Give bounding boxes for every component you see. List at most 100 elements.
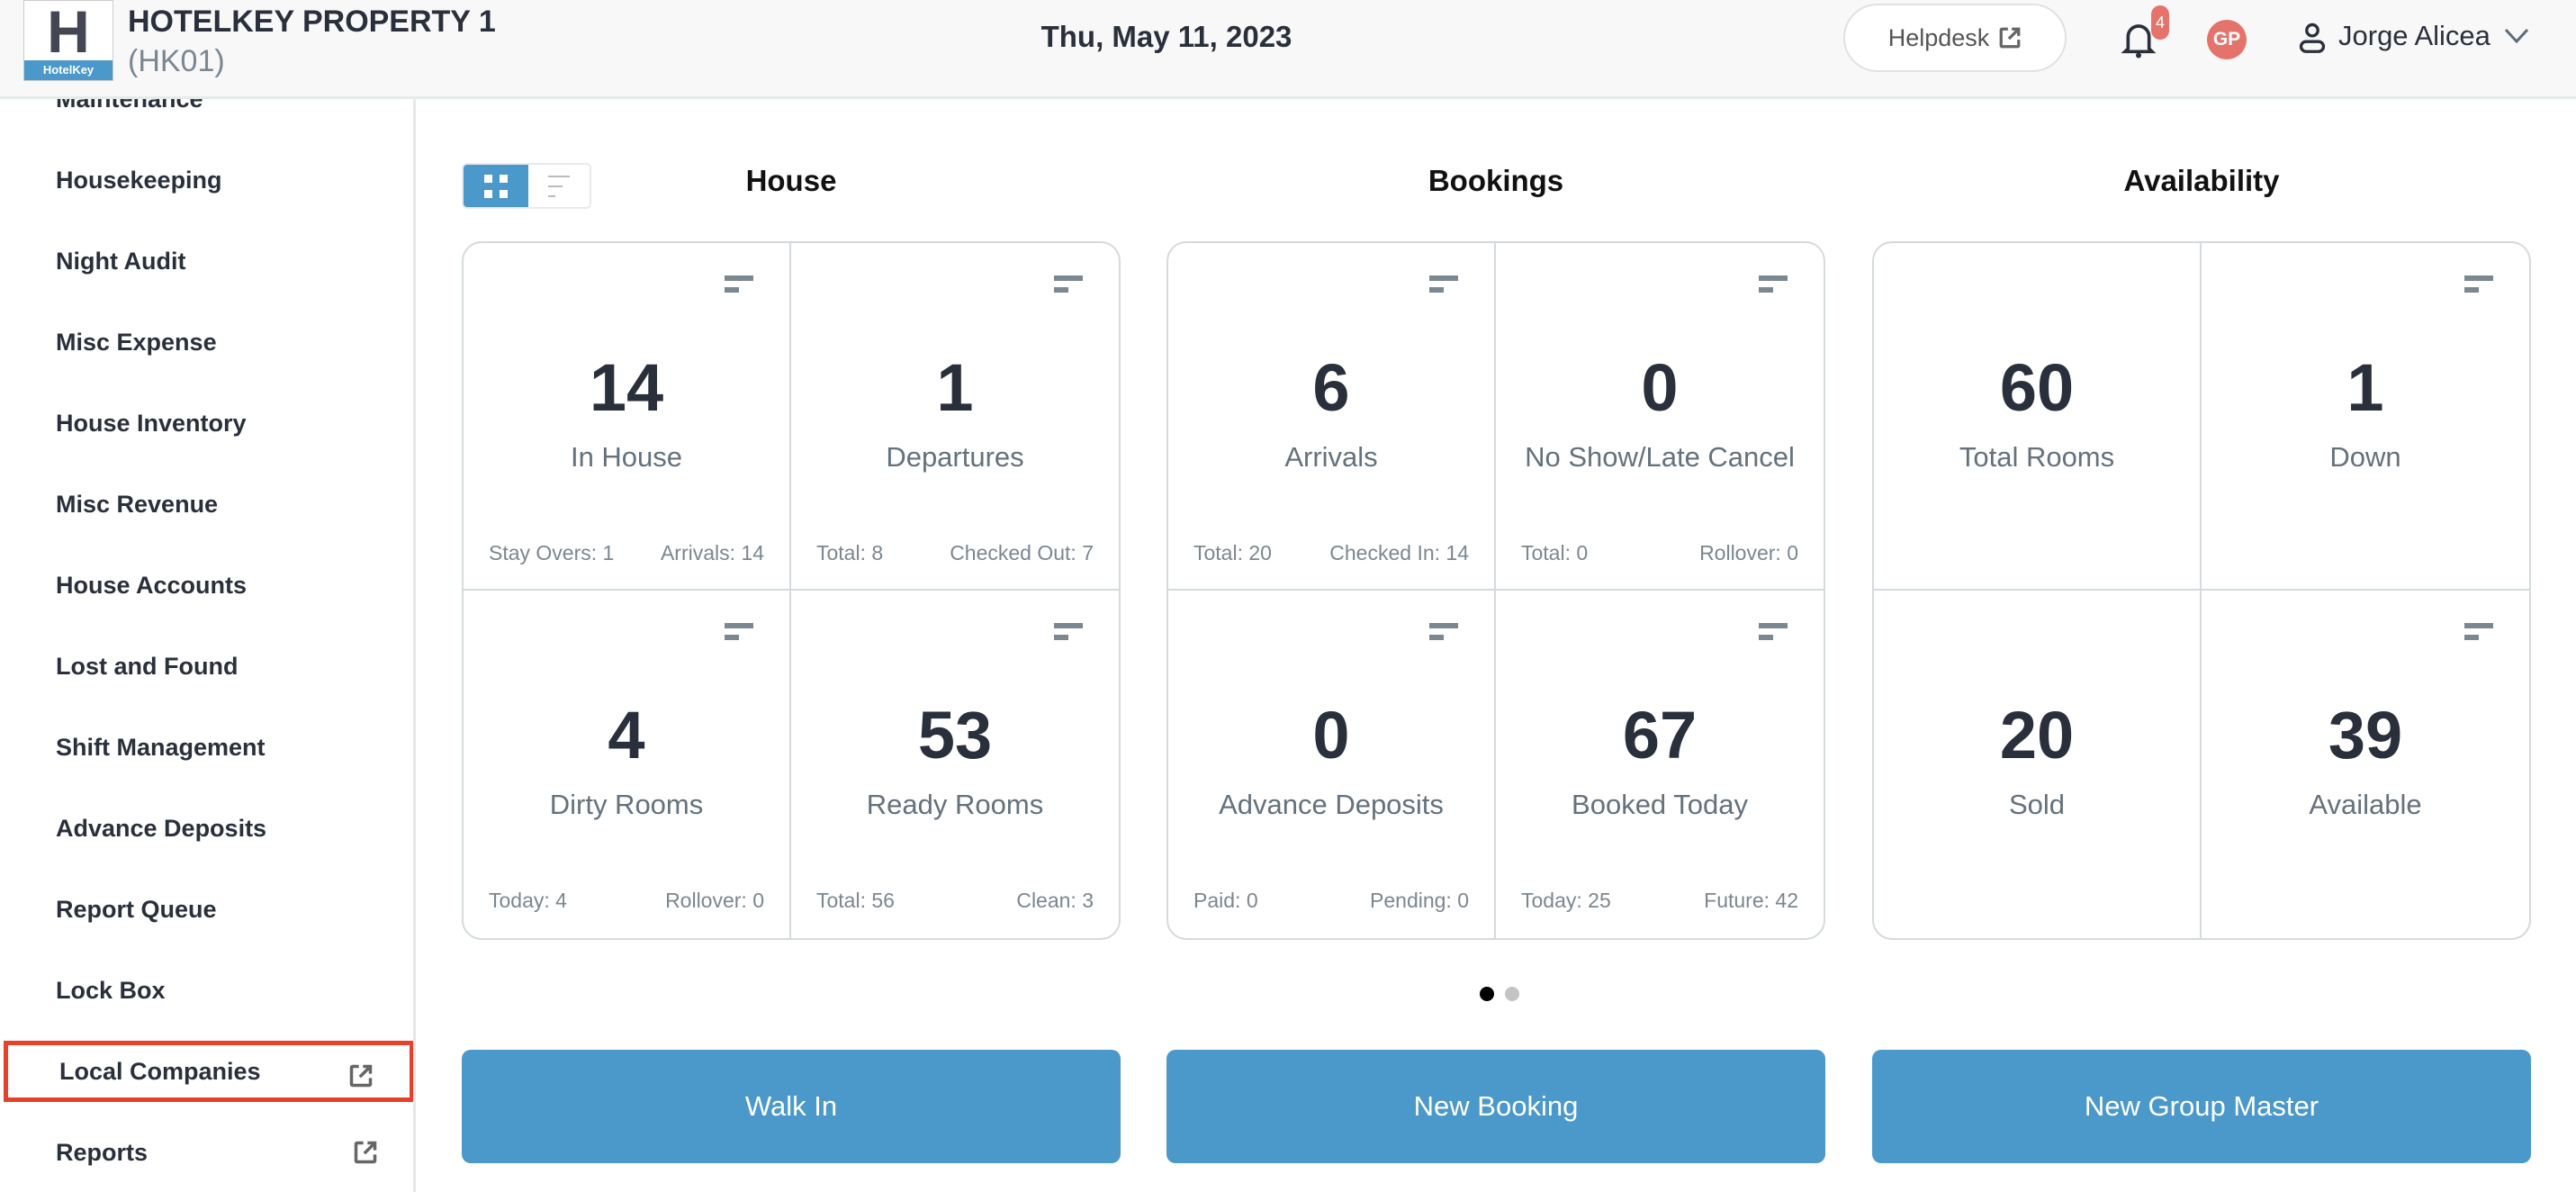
sidebar-item-label: Night Audit <box>56 247 186 275</box>
list-icon <box>548 175 570 197</box>
stat-detail-left: Paid: 0 <box>1193 889 1258 912</box>
sidebar-item-label: Misc Revenue <box>56 490 219 518</box>
sidebar-item-label: Shift Management <box>56 733 266 761</box>
stat-label: In House <box>570 441 683 473</box>
sidebar-item-label: Advance Deposits <box>56 814 267 842</box>
sort-menu-icon[interactable] <box>1429 623 1458 641</box>
stat-label: Departures <box>886 441 1024 473</box>
pager-dot-2[interactable] <box>1505 987 1519 1001</box>
avatar[interactable]: GP <box>2207 20 2247 59</box>
grid-view-button[interactable] <box>464 165 528 207</box>
sort-menu-icon[interactable] <box>2464 623 2493 641</box>
top-header: H HotelKey HOTELKEY PROPERTY 1 (HK01) Th… <box>0 0 2576 99</box>
business-date: Thu, May 11, 2023 <box>1040 20 1293 53</box>
stat-value: 6 <box>1312 350 1350 425</box>
availability-card: 60 Total Rooms 1 Down 20 Sold 39 Available <box>1872 241 2531 940</box>
stat-value: 4 <box>608 698 645 772</box>
sidebar-item-shift-management[interactable]: Shift Management <box>0 717 413 778</box>
walk-in-button[interactable]: Walk In <box>462 1050 1121 1163</box>
sort-menu-icon[interactable] <box>725 623 753 641</box>
sidebar-item-misc-revenue[interactable]: Misc Revenue <box>0 474 413 535</box>
user-icon <box>2299 23 2326 53</box>
sidebar-item-lost-and-found[interactable]: Lost and Found <box>0 636 413 697</box>
stat-tile-ready-rooms[interactable]: 53 Ready Rooms Total: 56 Clean: 3 <box>791 591 1119 938</box>
stat-detail-left: Total: 8 <box>816 541 884 564</box>
stat-tile-down[interactable]: 1 Down <box>2202 243 2529 591</box>
stat-detail-left: Stay Overs: 1 <box>489 541 615 564</box>
stat-detail-right: Checked Out: 7 <box>950 541 1094 564</box>
stat-label: Total Rooms <box>1959 441 2115 473</box>
bell-icon[interactable] <box>2121 20 2157 59</box>
sort-menu-icon[interactable] <box>1759 275 1788 293</box>
sidebar-item-report-queue[interactable]: Report Queue <box>0 879 413 940</box>
stat-label: Advance Deposits <box>1219 789 1444 820</box>
stat-label: Sold <box>2008 789 2066 820</box>
stat-tile-total-rooms[interactable]: 60 Total Rooms <box>1874 243 2202 591</box>
stat-label: No Show/Late Cancel <box>1525 441 1795 473</box>
stat-detail-right: Clean: 3 <box>1016 889 1094 912</box>
sidebar: Maintenance Housekeeping Night Audit Misc E… <box>0 99 416 1192</box>
stat-tile-advance-deposits[interactable]: 0 Advance Deposits Paid: 0 Pending: 0 <box>1168 591 1496 938</box>
stat-label: Available <box>2309 789 2422 820</box>
stat-tile-no-show-late-cancel[interactable]: 0 No Show/Late Cancel Total: 0 Rollover: 0 <box>1496 243 1824 591</box>
sort-menu-icon[interactable] <box>1429 275 1458 293</box>
stat-tile-sold[interactable]: 20 Sold <box>1874 591 2202 938</box>
list-view-button[interactable] <box>528 165 590 207</box>
logo-text: HotelKey <box>24 60 113 80</box>
stat-tile-booked-today[interactable]: 67 Booked Today Today: 25 Future: 42 <box>1496 591 1824 938</box>
stat-detail-left: Today: 4 <box>489 889 567 912</box>
new-booking-button[interactable]: New Booking <box>1166 1050 1825 1163</box>
view-toggle <box>462 163 591 209</box>
sidebar-item-local-companies[interactable]: Local Companies <box>4 1041 413 1102</box>
stat-value: 67 <box>1622 698 1698 772</box>
section-title: Availability <box>2123 164 2280 197</box>
chevron-down-icon[interactable] <box>2504 27 2529 45</box>
sidebar-item-reports[interactable]: Reports <box>0 1122 413 1183</box>
sidebar-item-house-inventory[interactable]: House Inventory <box>0 393 413 454</box>
logo-mark: H <box>47 1 90 62</box>
new-group-master-button[interactable]: New Group Master <box>1872 1050 2531 1163</box>
sort-menu-icon[interactable] <box>1054 275 1083 293</box>
sort-menu-icon[interactable] <box>1054 623 1083 641</box>
stat-value: 0 <box>1312 698 1350 772</box>
sidebar-item-night-audit[interactable]: Night Audit <box>0 230 413 292</box>
stat-tile-dirty-rooms[interactable]: 4 Dirty Rooms Today: 4 Rollover: 0 <box>464 591 791 938</box>
sidebar-item-maintenance[interactable]: Maintenance <box>0 99 413 130</box>
stat-label: Down <box>2329 441 2401 473</box>
sidebar-item-label: Reports <box>56 1138 149 1166</box>
sort-menu-icon[interactable] <box>2464 275 2493 293</box>
grid-icon <box>484 174 508 198</box>
sidebar-item-house-accounts[interactable]: House Accounts <box>0 555 413 616</box>
sidebar-item-advance-deposits[interactable]: Advance Deposits <box>0 798 413 859</box>
stat-detail-right: Rollover: 0 <box>665 889 764 912</box>
user-name[interactable]: Jorge Alicea <box>2338 20 2490 51</box>
sort-menu-icon[interactable] <box>1759 623 1788 641</box>
stat-detail-left: Today: 25 <box>1521 889 1611 912</box>
property-name: HOTELKEY PROPERTY 1 <box>128 5 496 39</box>
stat-label: Dirty Rooms <box>549 789 704 820</box>
bookings-card: 6 Arrivals Total: 20 Checked In: 14 0 No Show… <box>1166 241 1825 940</box>
sidebar-item-label: House Inventory <box>56 409 247 437</box>
stat-tile-in-house[interactable]: 14 In House Stay Overs: 1 Arrivals: 14 <box>464 243 791 591</box>
sidebar-item-lock-box[interactable]: Lock Box <box>0 960 413 1021</box>
stat-detail-right: Pending: 0 <box>1370 889 1469 912</box>
pager-dot-1[interactable] <box>1480 987 1494 1001</box>
stat-label: Booked Today <box>1572 789 1748 820</box>
helpdesk-button[interactable]: Helpdesk <box>1843 4 2067 72</box>
stat-tile-available[interactable]: 39 Available <box>2202 591 2529 938</box>
sidebar-item-label: Housekeeping <box>56 166 222 194</box>
sidebar-item-housekeeping[interactable]: Housekeeping <box>0 149 413 211</box>
sidebar-item-label: Maintenance <box>56 99 203 113</box>
hotelkey-logo[interactable]: H HotelKey <box>23 0 113 81</box>
sort-menu-icon[interactable] <box>725 275 753 293</box>
stat-value: 20 <box>1999 698 2075 772</box>
sidebar-item-misc-expense[interactable]: Misc Expense <box>0 312 413 373</box>
section-title: House <box>745 164 837 197</box>
stat-value: 1 <box>936 350 974 425</box>
stat-tile-arrivals[interactable]: 6 Arrivals Total: 20 Checked In: 14 <box>1168 243 1496 591</box>
sidebar-item-label: Local Companies <box>59 1057 261 1085</box>
stat-tile-departures[interactable]: 1 Departures Total: 8 Checked Out: 7 <box>791 243 1119 591</box>
stat-label: Ready Rooms <box>866 789 1044 820</box>
house-card: 14 In House Stay Overs: 1 Arrivals: 14 1 Depa… <box>462 241 1121 940</box>
stat-value: 60 <box>1999 350 2075 425</box>
